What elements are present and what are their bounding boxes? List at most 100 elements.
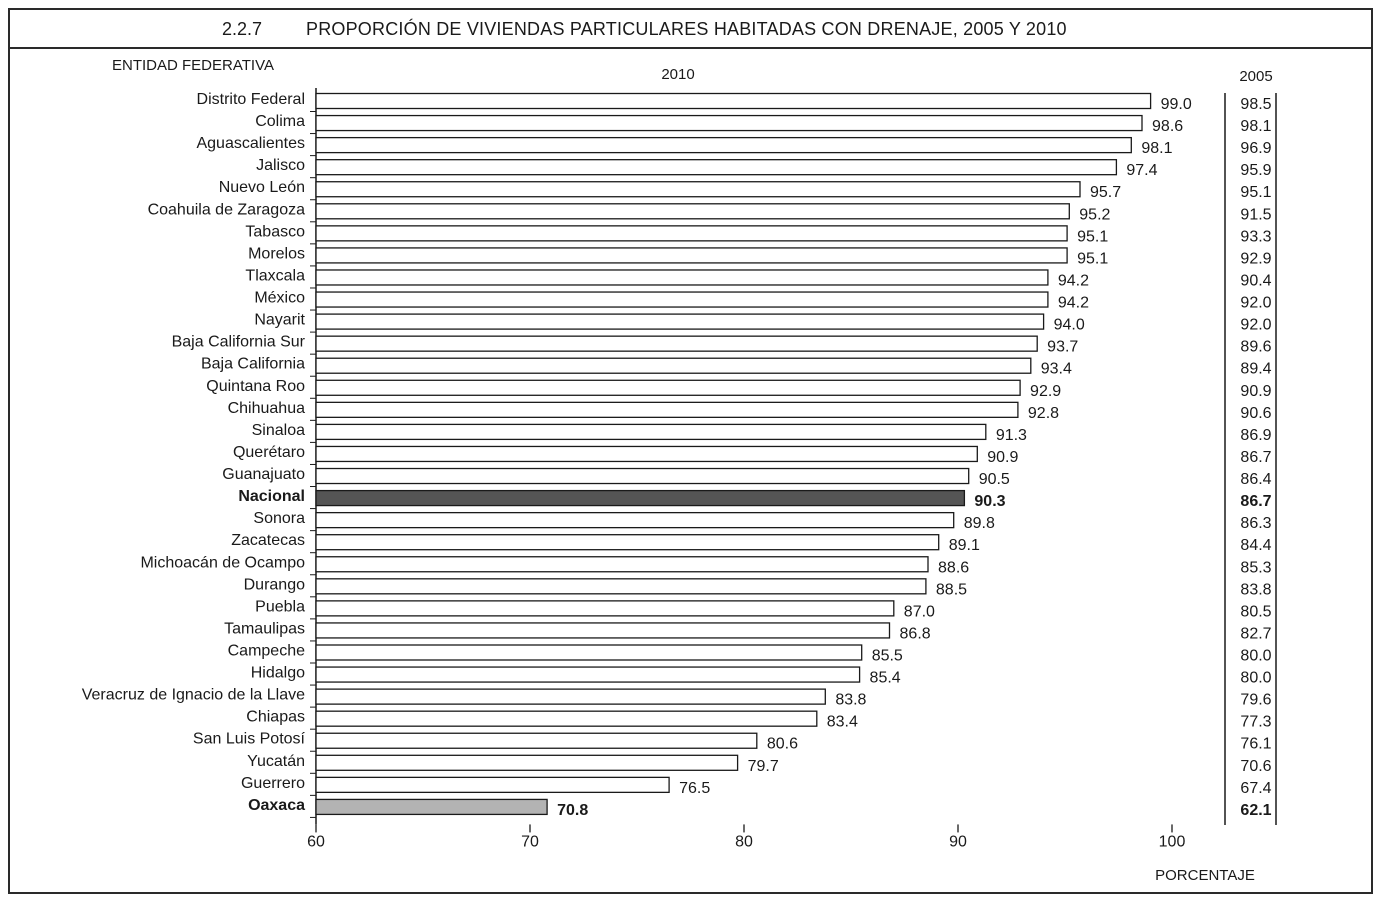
value-label-2010: 83.8: [835, 692, 866, 709]
category-label: Quintana Roo: [206, 378, 305, 395]
category-label: Oaxaca: [248, 797, 305, 814]
value-label-2010: 90.9: [987, 449, 1018, 466]
category-label: Zacatecas: [231, 532, 305, 549]
value-label-2005: 80.5: [1240, 603, 1271, 620]
value-label-2005: 93.3: [1240, 228, 1271, 245]
bar: [315, 710, 818, 727]
bar: [315, 136, 1132, 154]
category-label: Jalisco: [256, 157, 305, 174]
bar: [315, 600, 895, 617]
category-label: Campeche: [228, 643, 305, 660]
value-label-2010: 76.5: [679, 780, 710, 797]
category-label: Sonora: [253, 510, 305, 527]
bar: [315, 445, 978, 463]
chart-title: PROPORCIÓN DE VIVIENDAS PARTICULARES HAB…: [306, 19, 1067, 39]
bar: [315, 225, 1068, 242]
value-label-2010: 89.8: [964, 515, 995, 532]
category-label: Michoacán de Ocampo: [140, 554, 305, 571]
value-label-2010: 90.5: [979, 471, 1010, 488]
bar: [315, 203, 1070, 220]
value-label-2010: 92.9: [1030, 383, 1061, 400]
category-label: Querétaro: [233, 444, 305, 461]
category-label: Guerrero: [241, 775, 305, 792]
category-label: Durango: [244, 576, 305, 593]
bar: [315, 644, 863, 661]
bar: [315, 467, 970, 485]
category-label: Veracruz de Ignacio de la Llave: [82, 687, 305, 704]
x-tick-label-100: 100: [1159, 833, 1186, 850]
value-label-2010: 79.7: [748, 758, 779, 775]
value-label-2010: 94.0: [1054, 317, 1085, 334]
labels: 60 70 80 90 100 Distrito Federal 99.0 98.5 Colim…: [82, 91, 1272, 850]
bars: [315, 92, 1152, 816]
value-label-2005: 84.4: [1240, 537, 1271, 554]
value-label-2010: 85.5: [872, 648, 903, 665]
category-label: Tabasco: [245, 223, 305, 240]
category-label: Guanajuato: [222, 466, 305, 483]
x-tick-label-60: 60: [307, 833, 325, 850]
value-label-2005: 86.7: [1240, 449, 1271, 466]
bar: [315, 622, 891, 639]
value-label-2010: 94.2: [1058, 272, 1089, 289]
value-label-2010: 83.4: [827, 714, 858, 731]
bar: [315, 335, 1038, 352]
category-label: Colima: [255, 113, 305, 130]
value-label-2005: 62.1: [1240, 802, 1271, 819]
bar: [315, 556, 929, 573]
bar: [315, 489, 966, 507]
bar: [315, 313, 1045, 330]
value-label-2010: 92.8: [1028, 405, 1059, 422]
bar: [315, 357, 1032, 374]
category-label: Tlaxcala: [245, 267, 305, 284]
x-tick-label-70: 70: [521, 833, 539, 850]
title-bar: 2.2.7 PROPORCIÓN DE VIVIENDAS PARTICULAR…: [10, 10, 1371, 49]
series-label-2010: 2010: [661, 66, 694, 83]
value-label-2005: 85.3: [1240, 559, 1271, 576]
value-label-2010: 70.8: [557, 802, 588, 819]
value-label-2005: 92.9: [1240, 250, 1271, 267]
series-label-2005: 2005: [1239, 68, 1272, 85]
value-label-2005: 90.9: [1240, 383, 1271, 400]
category-label: Baja California: [201, 356, 305, 373]
category-label: Nacional: [238, 488, 305, 505]
value-label-2005: 67.4: [1240, 780, 1271, 797]
bar: [315, 732, 758, 749]
value-label-2005: 79.6: [1240, 692, 1271, 709]
value-label-2010: 89.1: [949, 537, 980, 554]
row-axis-header: ENTIDAD FEDERATIVA: [112, 57, 274, 74]
value-label-2010: 99.0: [1161, 96, 1192, 113]
bar: [315, 247, 1068, 264]
value-label-2005: 76.1: [1240, 736, 1271, 753]
category-label: Chihuahua: [228, 400, 306, 417]
value-label-2005: 92.0: [1240, 295, 1271, 312]
value-label-2005: 86.7: [1240, 493, 1271, 510]
value-label-2010: 98.6: [1152, 118, 1183, 135]
column-2005-box: [1224, 93, 1277, 825]
bar: [315, 688, 826, 705]
value-label-2010: 94.2: [1058, 295, 1089, 312]
value-label-2005: 92.0: [1240, 317, 1271, 334]
value-label-2010: 95.7: [1090, 184, 1121, 201]
category-label: Yucatán: [247, 753, 305, 770]
category-label: México: [254, 290, 305, 307]
x-axis-label: PORCENTAJE: [1155, 867, 1255, 884]
category-label: Puebla: [255, 598, 305, 615]
value-label-2005: 90.6: [1240, 405, 1271, 422]
value-label-2010: 98.1: [1141, 140, 1172, 157]
category-label: Aguascalientes: [196, 135, 305, 152]
value-label-2010: 87.0: [904, 603, 935, 620]
category-label: San Luis Potosí: [193, 731, 306, 748]
bar: [315, 401, 1019, 418]
value-label-2010: 95.1: [1077, 250, 1108, 267]
value-label-2010: 88.5: [936, 581, 967, 598]
category-label: Chiapas: [246, 709, 305, 726]
bar: [315, 534, 940, 551]
value-label-2010: 93.7: [1047, 339, 1078, 356]
category-label: Distrito Federal: [197, 91, 305, 108]
category-label: Nuevo León: [219, 179, 305, 196]
bar: [315, 291, 1049, 308]
chart-frame: 2.2.7 PROPORCIÓN DE VIVIENDAS PARTICULAR…: [8, 8, 1373, 894]
value-label-2010: 85.4: [870, 670, 901, 687]
bar: [315, 776, 670, 794]
